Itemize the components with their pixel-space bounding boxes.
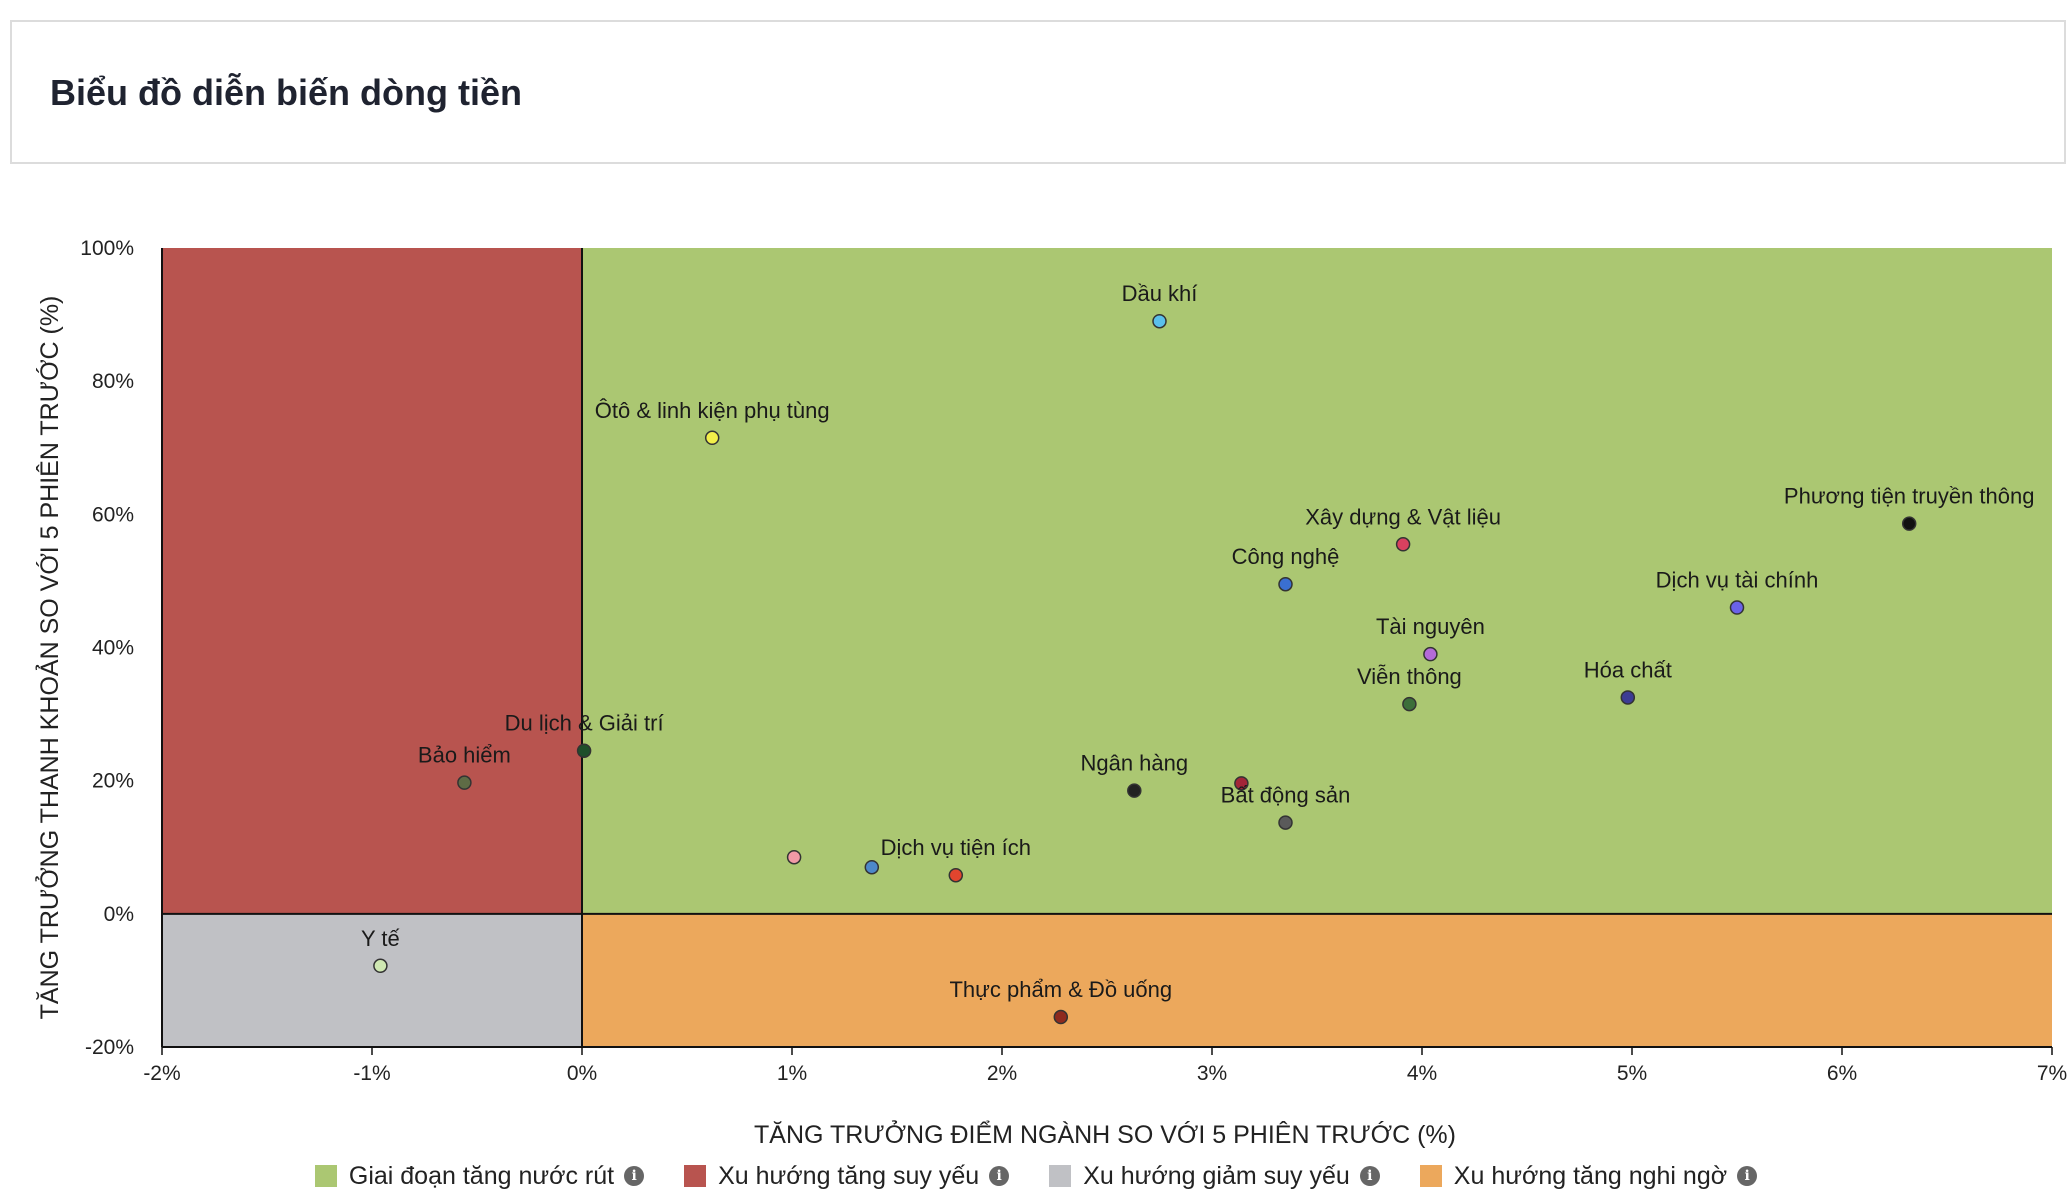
data-point [373,958,388,974]
data-label: Ngân hàng [1080,751,1188,776]
quadrant-orange [582,913,2052,1047]
info-icon[interactable]: i [989,1166,1010,1186]
quadrant-green [582,248,2052,914]
data-point [1278,815,1293,830]
legend-swatch [314,1165,337,1187]
chart-legend: Giai đoạn tăng nước rút i Xu hướng tăng su… [0,1158,2072,1194]
data-point [1729,600,1745,615]
y-tick-label: 80% [92,370,134,393]
legend-swatch [1049,1165,1072,1187]
x-tick-label: 1% [777,1062,807,1085]
x-tick-label: 6% [1827,1062,1857,1085]
data-point [1423,646,1438,662]
data-point [1395,537,1411,552]
data-point [704,430,720,446]
info-icon[interactable]: i [1359,1166,1380,1186]
page-title: Biểu đồ diễn biến dòng tiền [50,72,522,113]
data-point [948,867,964,883]
y-tick-label: -20% [85,1036,134,1059]
y-tick-label: 0% [104,903,134,926]
data-point [864,859,880,875]
x-tick-label: -1% [353,1062,390,1085]
data-label: Bất động sản [1221,783,1351,808]
legend-item[interactable]: Xu hướng giảm suy yếu i [1049,1162,1380,1191]
data-point [1620,690,1636,705]
legend-label: Giai đoạn tăng nước rút [348,1161,615,1190]
x-tick-label: 0% [567,1062,597,1085]
data-label: Dịch vụ tiện ích [881,835,1031,860]
y-tick-label: 40% [92,637,134,660]
x-tick-label: 5% [1617,1062,1647,1085]
data-point [1278,576,1293,592]
quadrant-red [162,248,582,914]
legend-swatch [684,1165,707,1187]
data-label: Hóa chất [1584,657,1672,682]
info-icon[interactable]: i [624,1166,645,1186]
data-label: Thực phẩm & Đồ uống [949,977,1172,1002]
data-point [1234,776,1249,791]
data-point [457,775,472,790]
data-label: Y tế [361,926,400,951]
legend-item[interactable]: Xu hướng tăng nghi ngờ i [1419,1161,1758,1191]
data-label: Công nghệ [1232,544,1340,569]
quadrant-gray [162,913,582,1047]
y-tick-label: 100% [80,237,134,260]
x-tick-label: -2% [143,1062,180,1085]
data-label: Tài nguyên [1376,614,1485,639]
data-label: Ôtô & linh kiện phụ tùng [595,398,830,423]
legend-label: Xu hướng tăng nghi ngờ [1453,1161,1728,1190]
chart-header: Biểu đồ diễn biến dòng tiền [10,20,2066,164]
y-tick-label: 20% [92,770,134,793]
data-label: Phương tiện truyền thông [1784,484,2035,509]
data-label: Du lịch & Giải trí [505,711,664,736]
x-tick-label: 2% [987,1062,1017,1085]
legend-swatch [1419,1165,1442,1187]
data-point [786,849,802,865]
legend-label: Xu hướng tăng suy yếu [718,1161,980,1190]
x-tick-label: 7% [2037,1062,2067,1085]
data-label: Viễn thông [1357,664,1462,689]
x-tick-label: 3% [1197,1062,1227,1085]
data-label: Bảo hiểm [418,743,511,768]
x-axis-label: TĂNG TRƯỞNG ĐIỂM NGÀNH SO VỚI 5 PHIÊN TR… [754,1119,1456,1149]
data-point [1901,516,1917,531]
x-tick-label: 4% [1407,1062,1437,1085]
legend-item[interactable]: Giai đoạn tăng nước rút i [314,1161,645,1191]
y-tick-label: 60% [92,503,134,526]
data-point [1053,1009,1069,1025]
data-label: Xây dựng & Vật liệu [1305,504,1501,529]
data-point [1127,783,1142,798]
legend-item[interactable]: Xu hướng tăng suy yếu i [684,1161,1010,1191]
data-point [1152,313,1167,329]
y-axis-label: TĂNG TRƯỞNG THANH KHOẢN SO VỚI 5 PHIÊN T… [34,296,64,1020]
data-label: Dầu khí [1122,281,1198,306]
data-point [1402,696,1417,712]
scatter-chart: -2% -1% 0% 1% 2% 3% 4% 5% 6% 7% -20% 0% 20% 40% 60% 80%… [34,237,2067,1149]
legend-label: Xu hướng giảm suy yếu [1083,1161,1350,1190]
data-point [576,743,592,758]
data-label: Dịch vụ tài chính [1656,568,1819,593]
info-icon[interactable]: i [1737,1166,1758,1186]
